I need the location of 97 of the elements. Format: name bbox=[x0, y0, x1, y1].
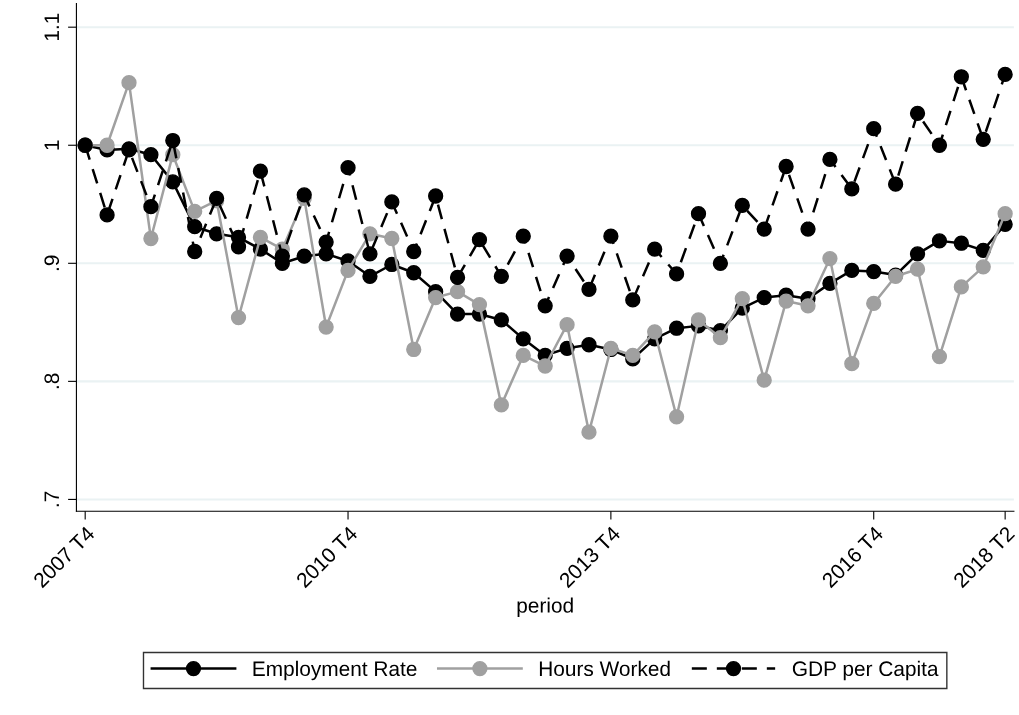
point bbox=[515, 331, 531, 347]
point bbox=[931, 233, 948, 249]
point bbox=[975, 131, 991, 147]
legend-label: Hours Worked bbox=[539, 660, 670, 677]
y-tick-label: .9 bbox=[44, 255, 60, 271]
point bbox=[493, 312, 509, 328]
point bbox=[99, 137, 115, 153]
point bbox=[909, 246, 926, 262]
point bbox=[778, 293, 794, 309]
point bbox=[428, 289, 444, 306]
point bbox=[603, 228, 619, 244]
point bbox=[143, 147, 159, 163]
point bbox=[428, 188, 444, 204]
point bbox=[559, 317, 575, 333]
point bbox=[340, 262, 356, 279]
point bbox=[997, 206, 1013, 222]
point bbox=[800, 221, 816, 237]
point bbox=[362, 246, 378, 262]
point bbox=[318, 319, 334, 335]
point bbox=[143, 230, 159, 247]
point bbox=[493, 268, 509, 284]
point bbox=[252, 163, 269, 179]
point bbox=[931, 137, 948, 153]
point bbox=[647, 324, 663, 340]
point bbox=[909, 261, 926, 277]
point bbox=[362, 268, 378, 284]
point bbox=[449, 306, 466, 322]
point bbox=[668, 320, 685, 336]
point bbox=[953, 279, 969, 295]
point bbox=[471, 232, 488, 248]
point bbox=[406, 243, 422, 260]
point bbox=[471, 296, 488, 313]
point bbox=[866, 121, 882, 137]
point bbox=[384, 230, 400, 247]
point bbox=[690, 206, 707, 222]
point bbox=[559, 248, 575, 264]
point bbox=[99, 207, 115, 223]
point bbox=[756, 289, 772, 306]
point bbox=[822, 250, 838, 267]
point bbox=[449, 283, 466, 300]
point bbox=[778, 158, 794, 175]
point bbox=[318, 234, 334, 250]
point bbox=[187, 243, 203, 260]
point bbox=[931, 348, 948, 365]
point bbox=[712, 330, 729, 346]
point bbox=[581, 337, 597, 353]
point bbox=[734, 197, 750, 214]
point bbox=[668, 409, 685, 425]
x-axis-title: period bbox=[517, 597, 573, 617]
point bbox=[449, 269, 466, 286]
point bbox=[734, 291, 750, 307]
point bbox=[953, 69, 969, 85]
y-tick-label: .8 bbox=[44, 373, 60, 389]
point bbox=[800, 298, 816, 314]
point bbox=[953, 235, 969, 251]
point bbox=[844, 262, 860, 279]
point bbox=[230, 309, 247, 326]
point bbox=[340, 160, 356, 176]
point bbox=[187, 203, 203, 219]
point bbox=[647, 241, 663, 257]
point bbox=[712, 255, 729, 271]
point bbox=[121, 75, 137, 91]
point bbox=[143, 198, 159, 215]
legend-label: Employment Rate bbox=[253, 660, 417, 681]
point bbox=[756, 221, 772, 237]
legend-label: GDP per Capita bbox=[792, 660, 939, 681]
point bbox=[515, 228, 531, 244]
point bbox=[668, 266, 685, 282]
point bbox=[537, 358, 553, 374]
point bbox=[822, 151, 838, 168]
point bbox=[406, 341, 422, 358]
point bbox=[844, 181, 860, 197]
point bbox=[756, 372, 772, 388]
point bbox=[230, 239, 247, 255]
point bbox=[690, 312, 707, 328]
point bbox=[997, 66, 1013, 83]
point bbox=[866, 263, 882, 280]
y-tick-label: 1.1 bbox=[44, 13, 59, 41]
point bbox=[866, 295, 882, 312]
y-tick-label: .7 bbox=[44, 491, 59, 507]
point bbox=[493, 397, 509, 413]
point bbox=[581, 424, 597, 440]
point bbox=[625, 292, 641, 308]
point bbox=[296, 248, 312, 264]
point bbox=[515, 347, 531, 364]
point bbox=[537, 298, 553, 314]
point bbox=[581, 281, 597, 297]
point bbox=[975, 259, 991, 275]
point bbox=[844, 356, 860, 372]
point bbox=[909, 105, 926, 122]
point bbox=[165, 132, 181, 149]
point bbox=[252, 229, 269, 245]
point bbox=[887, 176, 904, 192]
point bbox=[406, 265, 422, 281]
y-tick-label: 1 bbox=[44, 140, 59, 150]
point bbox=[384, 194, 400, 210]
point bbox=[625, 347, 641, 364]
